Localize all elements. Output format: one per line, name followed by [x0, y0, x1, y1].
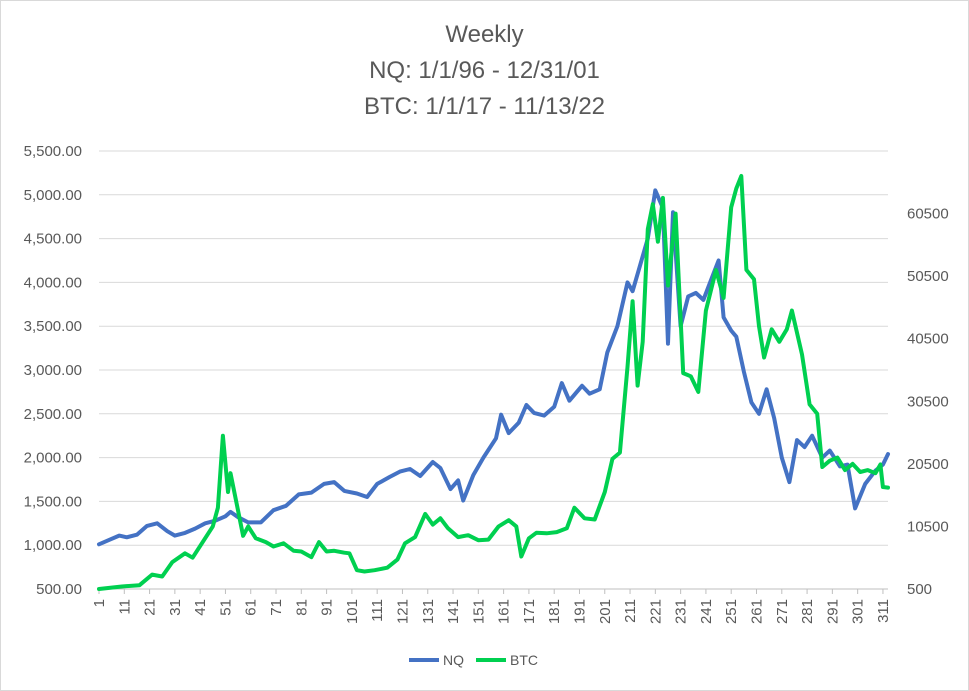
legend-label-btc: BTC — [510, 652, 538, 668]
x-tick-label: 271 — [774, 599, 791, 624]
x-tick-label: 91 — [319, 599, 336, 616]
x-tick-label: 121 — [394, 599, 411, 624]
x-tick-label: 71 — [268, 599, 285, 616]
x-tick-label: 181 — [546, 599, 563, 624]
x-tick-label: 251 — [723, 599, 740, 624]
x-tick-label: 21 — [142, 599, 159, 616]
y-left-tick-label: 3,500.00 — [24, 318, 82, 335]
y-left-tick-label: 5,500.00 — [24, 143, 82, 160]
x-tick-label: 51 — [217, 599, 234, 616]
y-left-tick-label: 3,000.00 — [24, 362, 82, 379]
x-tick-label: 151 — [470, 599, 487, 624]
x-tick-label: 201 — [597, 599, 614, 624]
y-right-tick-label: 20500 — [907, 456, 949, 473]
y-left-tick-label: 1,500.00 — [24, 493, 82, 510]
x-tick-label: 211 — [622, 599, 639, 623]
legend-label-nq: NQ — [443, 652, 464, 668]
x-tick-label: 281 — [799, 599, 816, 624]
x-tick-label: 261 — [749, 599, 766, 624]
gridlines — [99, 150, 888, 546]
y-right-tick-label: 60500 — [907, 206, 949, 223]
y-right-tick-label: 500 — [907, 581, 932, 598]
y-left-tick-label: 4,000.00 — [24, 274, 82, 291]
series-line-btc — [97, 174, 890, 591]
y-left-tick-label: 4,500.00 — [24, 231, 82, 248]
chart-title-line-2: NQ: 1/1/96 - 12/31/01 — [369, 57, 600, 84]
y-right-tick-label: 10500 — [907, 518, 949, 535]
y-right-tick-label: 50500 — [907, 268, 949, 285]
legend: NQ BTC — [409, 652, 538, 668]
x-tick-label: 101 — [344, 599, 361, 624]
axes: 500.00 1,000.00 1,500.00 2,000.00 2,500.00 3,… — [24, 143, 949, 624]
x-tick-label: 31 — [167, 599, 184, 616]
x-tick-label: 241 — [698, 599, 715, 624]
x-tick-label: 1 — [91, 599, 108, 607]
x-tick-label: 291 — [824, 599, 841, 624]
x-tick-label: 231 — [673, 599, 690, 624]
x-tick-label: 301 — [850, 599, 867, 624]
x-tick-label: 11 — [116, 599, 133, 615]
y-left-tick-label: 1,000.00 — [24, 537, 82, 554]
x-tick-label: 141 — [445, 599, 462, 624]
chart-title-line-1: Weekly — [445, 21, 524, 48]
x-tick-label: 111 — [369, 599, 386, 622]
x-tick-label: 171 — [521, 599, 538, 624]
x-tick-label: 221 — [647, 599, 664, 624]
y-left-tick-label: 5,000.00 — [24, 187, 82, 204]
y-left-tick-label: 2,500.00 — [24, 406, 82, 423]
x-tick-label: 41 — [192, 599, 209, 616]
x-tick-label: 191 — [571, 599, 588, 624]
x-tick-label: 161 — [496, 599, 513, 624]
x-tick-label: 131 — [420, 599, 437, 624]
y-right-tick-label: 30500 — [907, 393, 949, 410]
x-tick-label: 311 — [875, 599, 892, 623]
x-tick-label: 81 — [293, 599, 310, 616]
y-left-tick-label: 500.00 — [36, 581, 82, 598]
series-line-nq — [97, 188, 890, 547]
x-tick-label: 61 — [243, 599, 260, 616]
y-left-tick-label: 2,000.00 — [24, 450, 82, 467]
chart-title-line-3: BTC: 1/1/17 - 11/13/22 — [363, 93, 606, 120]
series-lines — [97, 174, 890, 591]
y-right-tick-label: 40500 — [907, 331, 949, 348]
